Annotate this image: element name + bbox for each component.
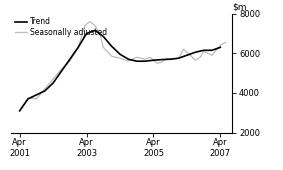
Text: $m: $m [232, 2, 246, 11]
Legend: Trend, Seasonally adjusted: Trend, Seasonally adjusted [15, 17, 107, 37]
